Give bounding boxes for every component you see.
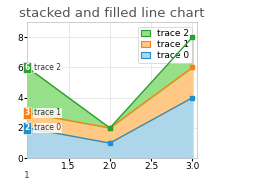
Text: 3: 3 [25,108,30,117]
Text: trace 0: trace 0 [34,123,61,132]
Text: trace 1: trace 1 [34,108,61,117]
Text: 1: 1 [24,171,30,180]
Text: 6: 6 [25,63,30,72]
Text: trace 2: trace 2 [34,63,61,72]
Title: stacked and filled line chart: stacked and filled line chart [19,6,205,20]
Legend: trace 2, trace 1, trace 0: trace 2, trace 1, trace 0 [138,27,192,63]
Text: 2: 2 [25,123,30,132]
